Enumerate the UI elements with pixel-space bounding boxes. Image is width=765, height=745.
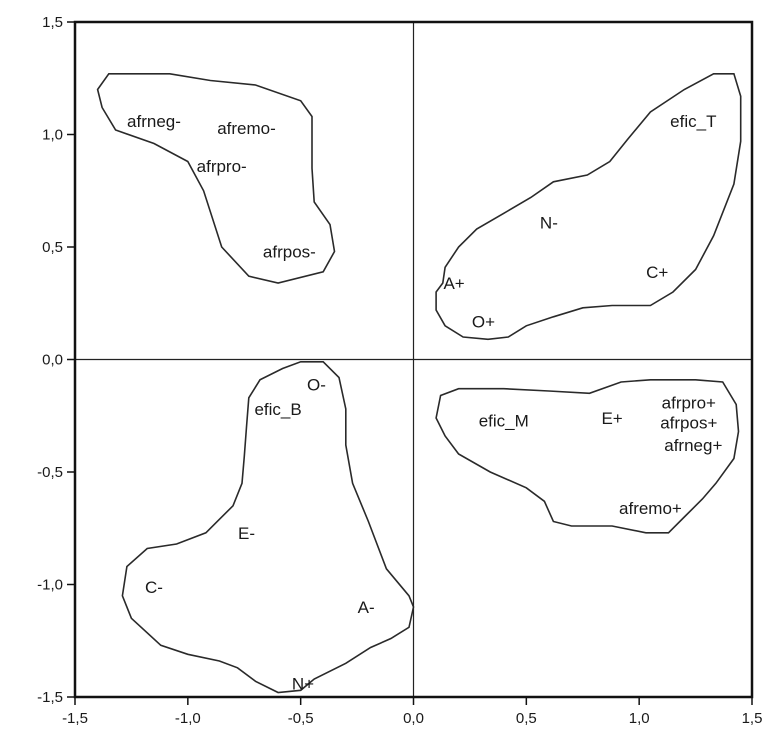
axis-ticks	[67, 21, 753, 705]
point-label: N+	[292, 675, 314, 694]
point-labels: afrneg-afremo-afrpro-afrpos-efic_T N- A+ C+…	[127, 112, 722, 694]
point-label: E-	[238, 524, 255, 543]
x-tick-label: 1,0	[629, 710, 650, 727]
cluster-outline	[121, 360, 415, 694]
plot-frame	[73, 20, 754, 699]
x-tick-label: -1,0	[175, 710, 201, 727]
point-label: afremo+	[619, 499, 682, 518]
point-label: efic_M	[479, 411, 529, 430]
reference-lines	[75, 22, 752, 697]
point-label: afrpro-	[197, 157, 247, 176]
point-label: afrpos-	[263, 243, 316, 262]
y-tick-label: 0,5	[42, 239, 63, 256]
point-label: afrneg-	[127, 112, 181, 131]
y-tick-label: -1,0	[37, 577, 63, 594]
point-label: afrneg+	[664, 436, 722, 455]
y-tick-label: 0,0	[42, 352, 63, 369]
y-tick-label: 1,0	[42, 127, 63, 144]
cluster-outline	[435, 73, 742, 341]
point-label: C+	[646, 263, 668, 282]
point-label: C-	[145, 578, 163, 597]
point-label: A-	[358, 598, 375, 617]
point-label: E+	[601, 409, 622, 428]
point-label: afremo-	[217, 119, 276, 138]
x-tick-label: -0,5	[288, 710, 314, 727]
x-tick-label: -1,5	[62, 710, 88, 727]
point-label: afrpro+	[662, 393, 716, 412]
x-tick-label: 0,0	[403, 710, 424, 727]
point-label: A+	[443, 274, 464, 293]
y-tick-label: 1,5	[42, 14, 63, 31]
y-tick-label: -0,5	[37, 464, 63, 481]
cluster-outline	[96, 73, 336, 284]
y-tick-label: -1,5	[37, 689, 63, 706]
cluster-outlines	[96, 73, 742, 694]
x-tick-label: 1,5	[742, 710, 763, 727]
point-label: afrpos+	[660, 414, 717, 433]
x-tick-label: 0,5	[516, 710, 537, 727]
point-label: O+	[472, 312, 495, 331]
point-label: O-	[307, 375, 326, 394]
point-label: efic_T	[670, 112, 716, 131]
cluster-outline	[435, 378, 740, 534]
point-label: N-	[540, 213, 558, 232]
point-label: efic_B	[254, 400, 301, 419]
axis-tick-labels: -1,5 -1,0 -0,5 0,0 0,5 1,0 1,5 -1,5 -1,0 -0,5 0,0 0…	[37, 14, 762, 727]
